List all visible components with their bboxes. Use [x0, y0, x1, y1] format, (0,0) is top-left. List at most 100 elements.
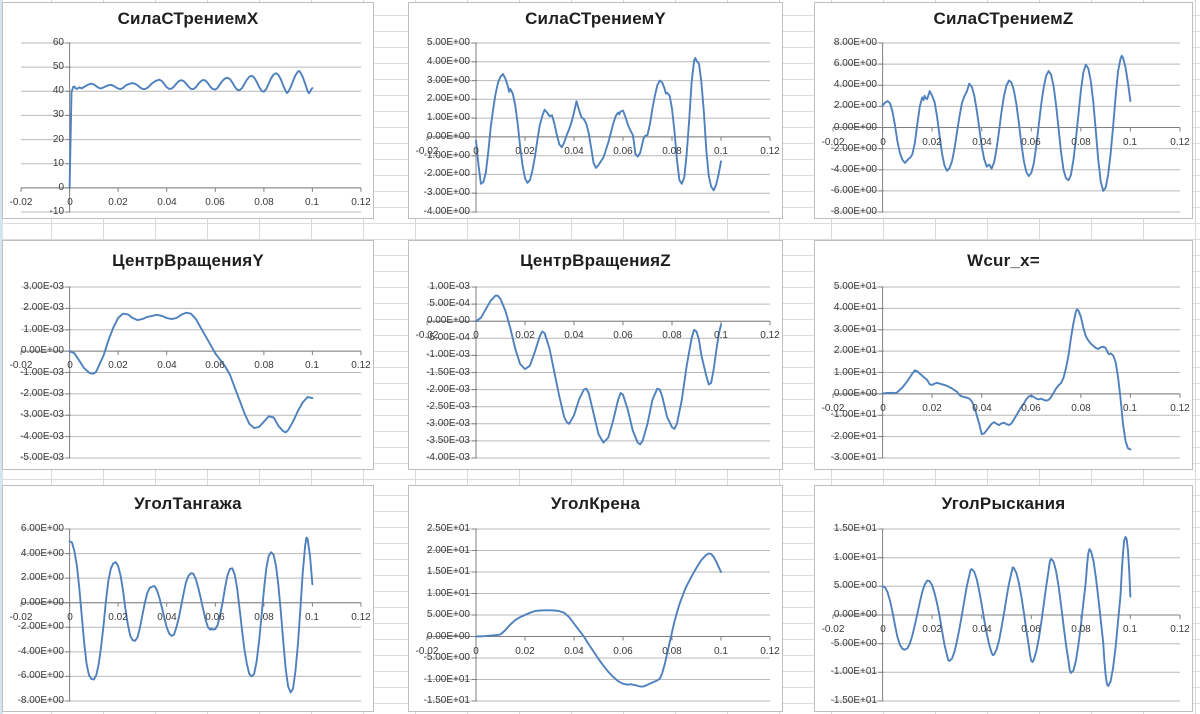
- y-tick-label: 4.00E+00: [833, 79, 877, 90]
- chart-4[interactable]: ЦентрВращенияY 3.00E-03 2.00E-03 1.00E-03 0.…: [2, 240, 374, 470]
- y-tick-label: -2.00E+00: [17, 621, 64, 632]
- y-tick-label: 1.00E-03: [23, 324, 64, 335]
- x-tick-label: 0.04: [564, 146, 584, 157]
- series-line: [68, 311, 314, 434]
- plot-area: [426, 42, 771, 213]
- y-tick-label: 8.00E+00: [833, 37, 877, 48]
- series-line: [475, 294, 722, 446]
- x-tick-label: 0.12: [351, 197, 371, 208]
- y-tick-label: -4.00E+00: [423, 206, 470, 217]
- x-tick-label: 0.12: [1170, 403, 1190, 414]
- x-tick-label: 0.08: [254, 197, 274, 208]
- y-tick-label: 3.00E+00: [426, 75, 470, 86]
- x-tick-label: 0.02: [108, 360, 128, 371]
- plot-area: [20, 42, 362, 213]
- x-tick-label: 0.1: [305, 612, 319, 623]
- x-tick-label: 0.12: [760, 646, 780, 657]
- chart-6[interactable]: Wcur_x= 5.00E+01 4.00E+01 3.00E+01 2.00E+01 1…: [814, 240, 1193, 470]
- y-tick-label: -4.00E-03: [426, 452, 470, 463]
- x-tick-label: 0.1: [714, 646, 728, 657]
- y-tick-label: -1.00E-03: [426, 349, 470, 360]
- x-tick-label: 0.08: [662, 646, 682, 657]
- x-tick-label: 0.06: [1021, 137, 1041, 148]
- x-tick-label: -0.02: [821, 624, 845, 635]
- y-tick-label: -1.00E+01: [423, 674, 470, 685]
- y-tick-label: -1.00E+01: [830, 666, 877, 677]
- y-tick-label: 5.00E+00: [426, 37, 470, 48]
- chart-8[interactable]: УголКрена 2.50E+01 2.00E+01 1.50E+01 1.00E+0…: [408, 485, 783, 712]
- x-tick-label: 0.12: [351, 360, 371, 371]
- x-tick-label: 0.02: [515, 146, 535, 157]
- chart-title: УголКрена: [550, 494, 641, 513]
- y-tick-label: 0.00E+00: [833, 122, 877, 133]
- series-line: [475, 57, 722, 192]
- y-tick-label: 5.00E+01: [833, 281, 877, 292]
- x-tick-label: 0.06: [205, 360, 225, 371]
- y-tick-label: 1.00E+01: [833, 552, 877, 563]
- y-tick-label: 0.00E+00: [426, 631, 470, 642]
- series-line: [475, 552, 722, 688]
- series-line: [68, 70, 314, 189]
- x-tick-label: 0.04: [972, 624, 992, 635]
- y-tick-label: -2.00E+01: [830, 431, 877, 442]
- x-tick-label: 0.12: [351, 612, 371, 623]
- y-tick-label: -6.00E+00: [17, 670, 64, 681]
- chart-9[interactable]: УголРыскания 1.50E+01 1.00E+01 5.00E+00 0.00…: [814, 485, 1193, 712]
- x-tick-label: 0.1: [714, 146, 728, 157]
- x-tick-label: 0.1: [305, 197, 319, 208]
- x-tick-label: 0.02: [515, 646, 535, 657]
- y-tick-label: 60: [52, 37, 64, 48]
- y-tick-label: -4.00E+00: [17, 646, 64, 657]
- x-tick-label: 0.08: [1071, 403, 1091, 414]
- y-tick-label: -8.00E+00: [830, 206, 877, 217]
- chart-5[interactable]: ЦентрВращенияZ 1.00E-03 5.00E-04 0.00E+00 -5…: [408, 240, 783, 470]
- x-tick-label: 0.1: [1123, 624, 1137, 635]
- x-tick-label: 0.1: [714, 330, 728, 341]
- y-tick-label: -1.50E-03: [426, 367, 470, 378]
- y-tick-label: -6.00E+00: [830, 185, 877, 196]
- y-tick-label: 1.00E-03: [429, 281, 470, 292]
- plot-area: [20, 286, 362, 459]
- x-tick-label: -0.02: [415, 646, 439, 657]
- chart-1[interactable]: СилаСТрениемХ 60 50 40 30 20 10 0 -10 -0.02 0 0.02 0…: [2, 2, 374, 219]
- y-tick-label: -2.00E-03: [426, 384, 470, 395]
- chart-title: ЦентрВращенияY: [112, 251, 264, 270]
- series-line: [881, 308, 1132, 451]
- x-tick-label: 0.1: [305, 360, 319, 371]
- y-tick-label: 10: [52, 158, 64, 169]
- y-tick-label: 0.00E+00: [833, 388, 877, 399]
- chart-2[interactable]: СилаСТрениемY 5.00E+00 4.00E+00 3.00E+00 2.0…: [408, 2, 783, 219]
- chart-3[interactable]: СилаСТрениемZ 8.00E+00 6.00E+00 4.00E+00 2.0…: [814, 2, 1193, 219]
- y-tick-label: 5.00E+00: [833, 580, 877, 591]
- x-tick-label: 0.1: [1123, 137, 1137, 148]
- y-tick-label: -10: [49, 206, 64, 217]
- y-tick-label: -5.00E+00: [423, 652, 470, 663]
- x-tick-label: 0.06: [205, 612, 225, 623]
- y-tick-label: -2.00E+00: [423, 168, 470, 179]
- chart-7[interactable]: УголТангажа 6.00E+00 4.00E+00 2.00E+00 0.00E…: [2, 485, 374, 712]
- x-tick-label: 0.02: [922, 624, 942, 635]
- chart-title: УголТангажа: [134, 494, 242, 513]
- y-tick-label: -1.00E-03: [20, 367, 64, 378]
- x-tick-label: 0.12: [1170, 137, 1190, 148]
- chart-title: ЦентрВращенияZ: [520, 251, 671, 270]
- chart-title: СилаСТрениемY: [525, 9, 666, 28]
- y-tick-label: 6.00E+00: [833, 58, 877, 69]
- x-tick-label: 0.04: [157, 360, 177, 371]
- y-tick-label: 1.00E+01: [833, 367, 877, 378]
- y-tick-label: -2.00E+00: [830, 143, 877, 154]
- x-tick-label: 0.04: [157, 197, 177, 208]
- y-tick-label: -1.00E+01: [830, 409, 877, 420]
- y-tick-label: 4.00E+01: [833, 302, 877, 313]
- x-tick-label: 0.06: [613, 330, 633, 341]
- y-tick-label: 2.00E+01: [833, 345, 877, 356]
- x-tick-label: 0: [67, 360, 73, 371]
- y-tick-label: 0.00E+00: [20, 345, 64, 356]
- y-tick-label: 0.00E+00: [426, 315, 470, 326]
- x-tick-label: 0.06: [613, 646, 633, 657]
- y-tick-label: -3.00E+01: [830, 452, 877, 463]
- x-tick-label: 0.08: [254, 612, 274, 623]
- plot-area: [426, 528, 771, 702]
- x-tick-label: 0.12: [760, 146, 780, 157]
